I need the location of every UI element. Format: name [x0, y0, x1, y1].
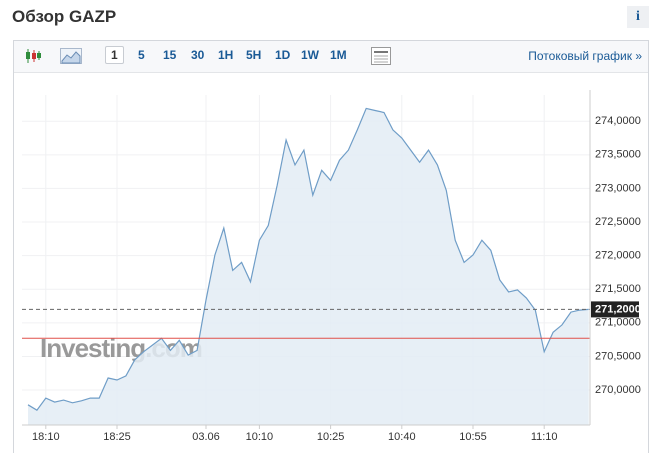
- candles-icon[interactable]: [24, 48, 42, 64]
- y-tick-label: 271,5000: [595, 283, 641, 295]
- stream-link[interactable]: Потоковый график »: [528, 49, 642, 63]
- x-tick-label: 11:10: [531, 431, 558, 443]
- area-fill: [28, 108, 589, 426]
- chart-widget: 1 5 15 30 1H 5H 1D 1W 1M Потоковый графи…: [13, 40, 649, 453]
- x-tick-label: 18:25: [103, 431, 131, 443]
- interval-button[interactable]: 5H: [246, 48, 262, 62]
- x-tick-label: 10:10: [246, 431, 274, 443]
- area-icon[interactable]: [60, 48, 82, 64]
- y-tick-label: 274,0000: [595, 115, 641, 127]
- x-tick-label: 10:25: [317, 431, 345, 443]
- interval-button[interactable]: 1M: [330, 48, 347, 62]
- interval-button[interactable]: 15: [163, 48, 177, 62]
- x-tick-label: 10:55: [459, 431, 487, 443]
- y-tick-label: 273,5000: [595, 149, 641, 161]
- y-tick-label: 273,0000: [595, 182, 641, 194]
- interval-button[interactable]: 30: [191, 48, 205, 62]
- current-price-box: [591, 301, 639, 318]
- interval-button[interactable]: 1W: [301, 48, 319, 62]
- y-tick-label: 270,5000: [595, 350, 641, 362]
- y-tick-label: 272,0000: [595, 250, 641, 262]
- interval-button[interactable]: 1D: [275, 48, 291, 62]
- y-tick-label: 271,0000: [595, 317, 641, 329]
- toolbar: 1 5 15 30 1H 5H 1D 1W 1M Потоковый графи…: [14, 41, 648, 73]
- page-title: Обзор GAZP: [12, 7, 117, 26]
- interval-button[interactable]: 5: [138, 48, 145, 62]
- info-button[interactable]: i: [627, 6, 649, 28]
- interval-button[interactable]: 1: [105, 46, 124, 64]
- table-icon[interactable]: [371, 47, 391, 65]
- y-tick-label: 272,5000: [595, 216, 641, 228]
- y-tick-label: 270,0000: [595, 384, 641, 396]
- x-tick-label: 18:10: [32, 431, 60, 443]
- x-tick-label: 03.06: [192, 431, 220, 443]
- interval-button[interactable]: 1H: [218, 48, 234, 62]
- price-line: [27, 107, 589, 411]
- x-tick-label: 10:40: [388, 431, 416, 443]
- current-price-label: 271,2000: [595, 303, 641, 315]
